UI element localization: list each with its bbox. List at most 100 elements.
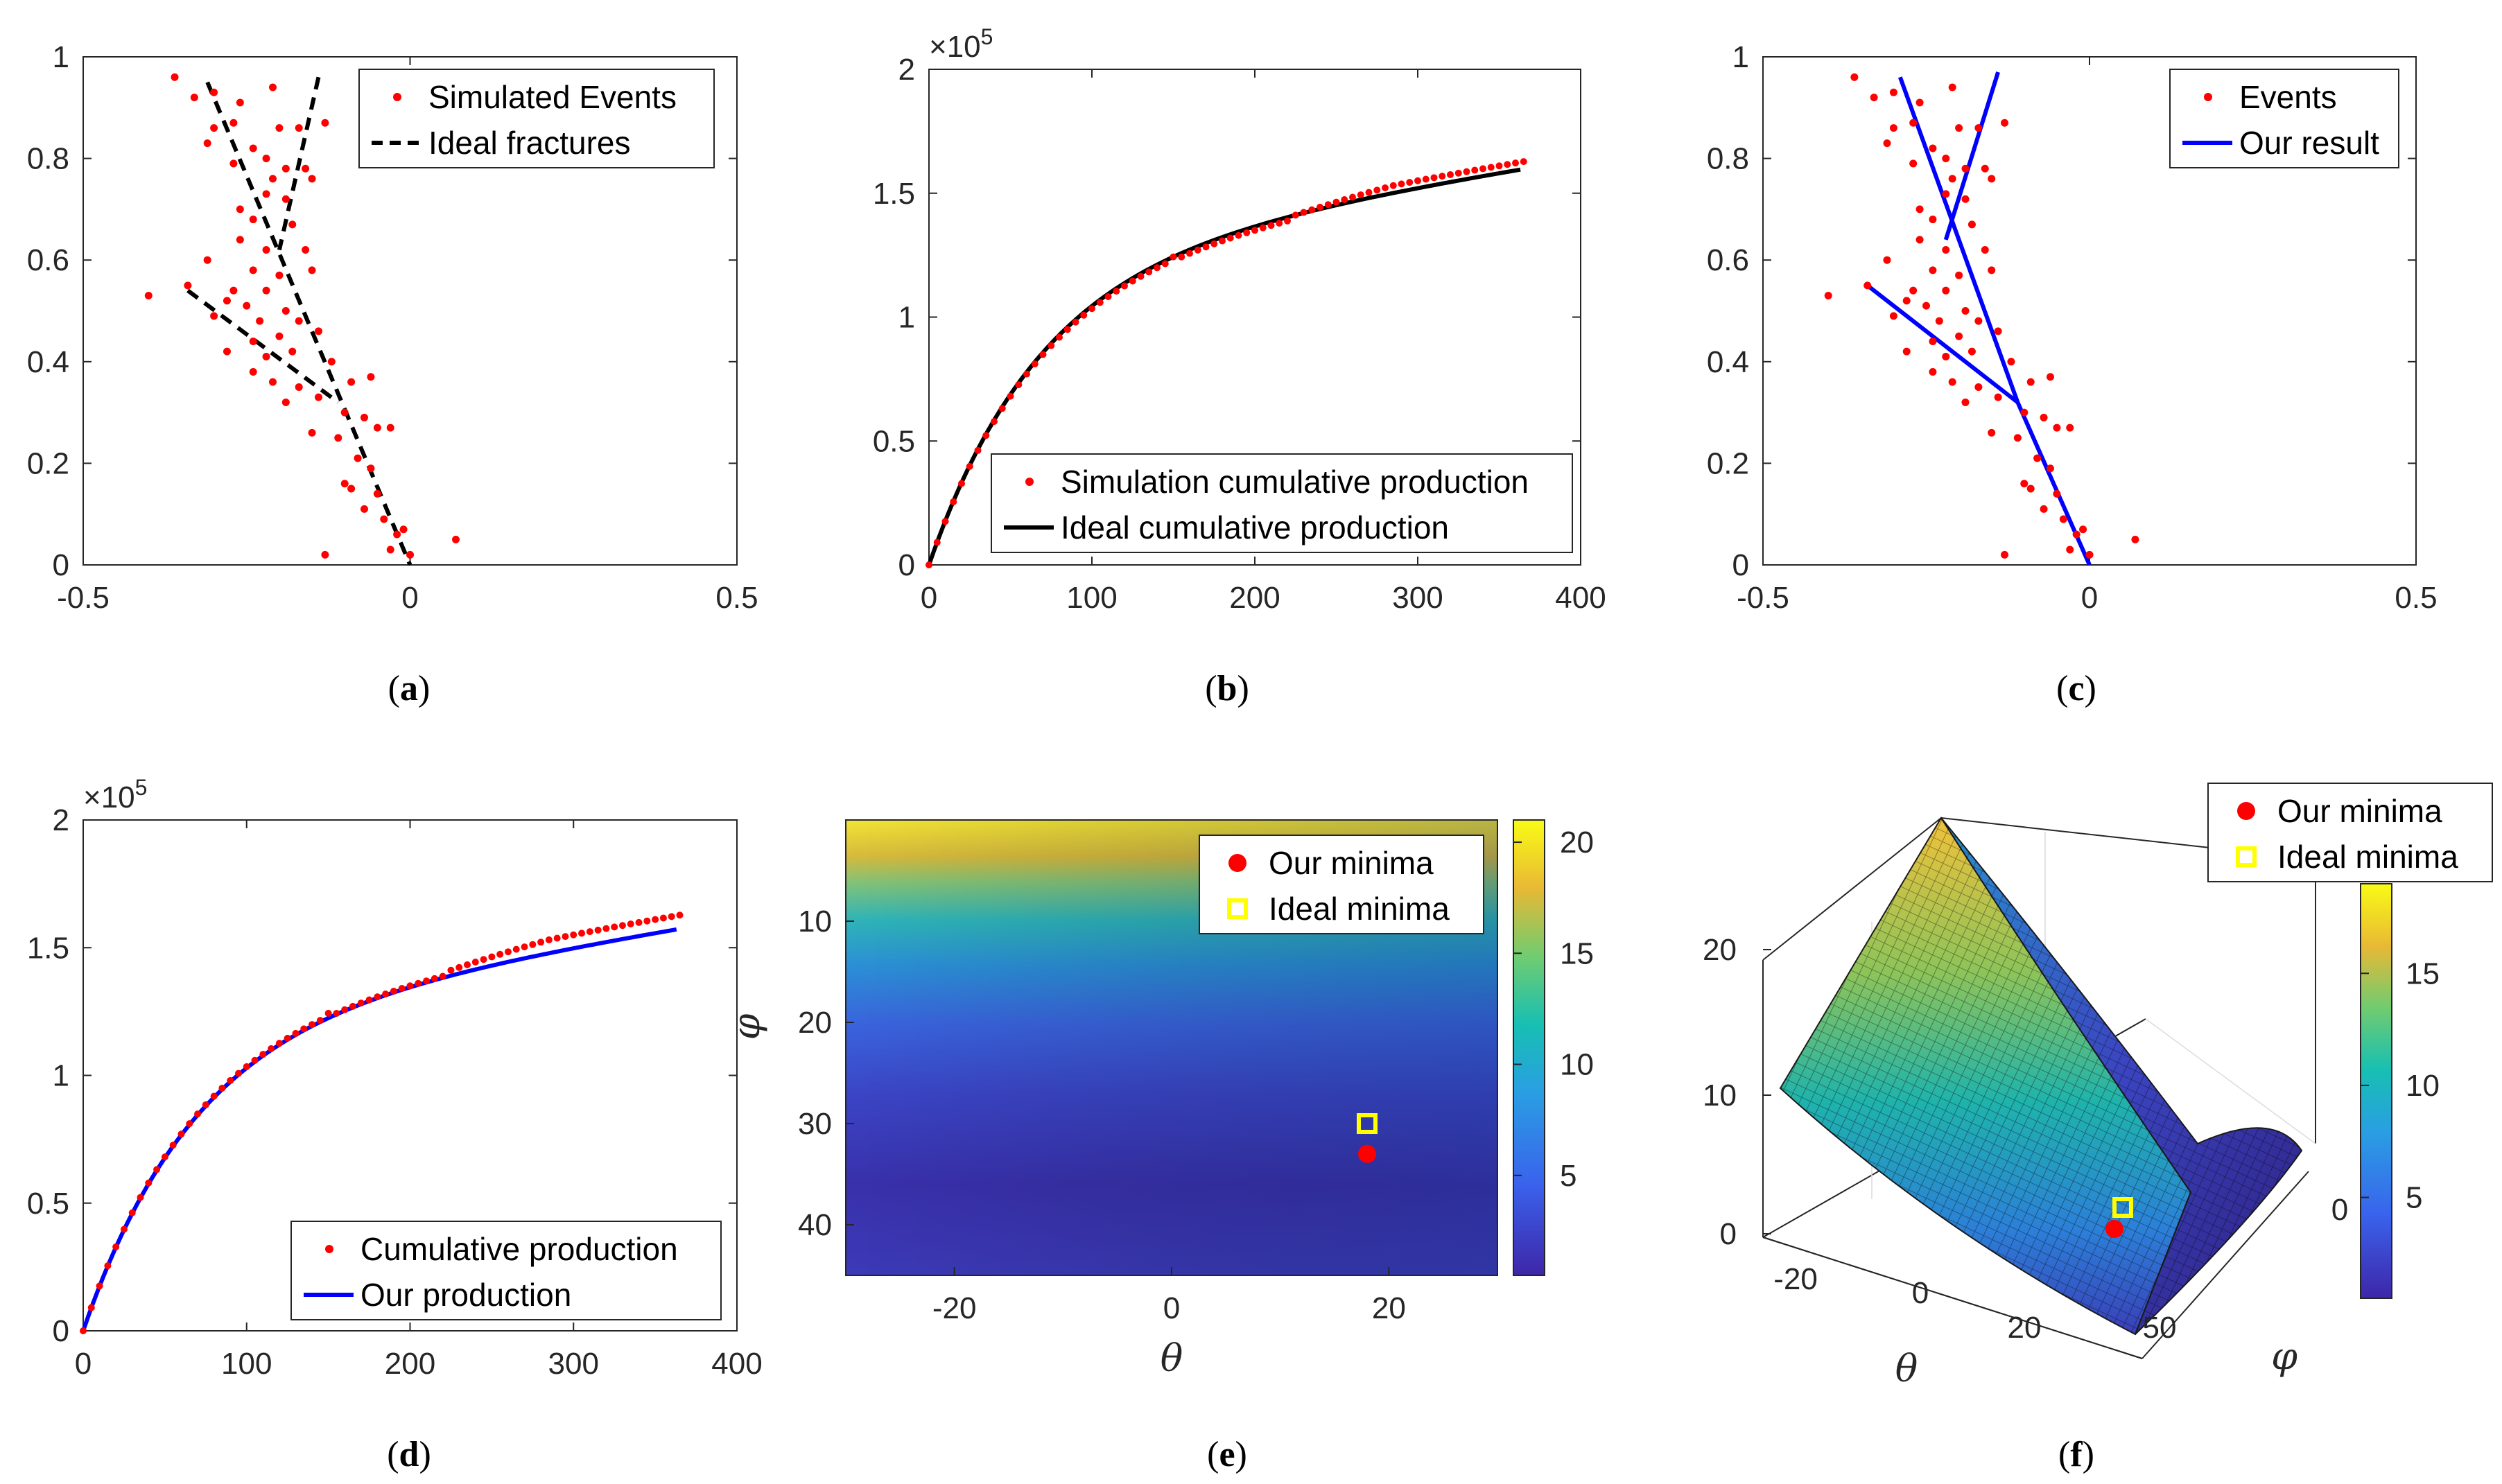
event-point xyxy=(1915,98,1924,107)
production-point xyxy=(1113,288,1120,295)
event-point xyxy=(1948,378,1956,386)
colorbar-tick-label: 10 xyxy=(1560,1048,1594,1082)
production-point xyxy=(145,1179,153,1187)
y-tick-label: 30 xyxy=(798,1107,832,1141)
event-point xyxy=(281,398,290,406)
production-point xyxy=(464,961,471,968)
legend-box xyxy=(290,1221,722,1320)
production-point xyxy=(991,418,998,426)
legend-marker-points xyxy=(393,93,401,101)
production-point xyxy=(1292,211,1299,219)
production-point xyxy=(504,948,512,956)
event-point xyxy=(1915,236,1924,244)
production-point xyxy=(1178,253,1185,261)
event-point xyxy=(203,139,211,148)
production-point xyxy=(234,1070,242,1077)
event-point xyxy=(223,347,231,356)
event-point xyxy=(308,428,316,437)
production-point xyxy=(950,498,957,505)
x-tick-label: 0 xyxy=(75,1347,92,1381)
our-result-line xyxy=(1866,283,2019,404)
production-point xyxy=(1414,177,1421,184)
production-point xyxy=(1096,299,1104,306)
y-tick-label: 50 xyxy=(2143,1311,2177,1345)
legend-box xyxy=(991,453,1573,553)
event-point xyxy=(243,302,251,310)
x-tick-label: -20 xyxy=(932,1291,977,1325)
legend-label: Our minima xyxy=(1269,845,1434,881)
production-point xyxy=(635,918,643,926)
production-point xyxy=(210,1092,218,1100)
production-point xyxy=(562,933,569,941)
event-point xyxy=(1974,383,1983,391)
event-point xyxy=(452,535,460,543)
event-point xyxy=(1967,347,1976,356)
event-point xyxy=(2001,550,2009,559)
production-point xyxy=(545,936,553,943)
event-point xyxy=(203,256,211,264)
production-point xyxy=(578,929,586,937)
y-tick-label: 0.2 xyxy=(1707,446,1749,480)
production-point xyxy=(1267,222,1275,229)
production-point xyxy=(1129,277,1136,285)
event-point xyxy=(2020,480,2028,488)
production-point xyxy=(365,996,373,1004)
legend-label: Cumulative production xyxy=(360,1231,678,1267)
production-point xyxy=(1243,229,1251,236)
event-point xyxy=(1942,155,1950,163)
production-point xyxy=(112,1243,120,1250)
event-point xyxy=(249,367,257,376)
event-point xyxy=(2046,373,2054,381)
production-point xyxy=(87,1304,95,1311)
event-point xyxy=(314,327,322,335)
legend-marker-ideal xyxy=(1227,898,1248,919)
event-point xyxy=(321,550,329,559)
event-point xyxy=(1961,398,1970,406)
y-tick-label: 0 xyxy=(898,548,915,582)
event-point xyxy=(249,144,257,152)
production-point xyxy=(333,1009,340,1017)
event-point xyxy=(281,164,290,173)
legend-marker-ideal xyxy=(2236,846,2257,867)
production-point xyxy=(966,462,973,470)
production-point xyxy=(194,1110,202,1118)
y-tick-label: 40 xyxy=(798,1208,832,1242)
event-point xyxy=(302,246,310,254)
y-tick-label: 1 xyxy=(898,301,915,335)
event-point xyxy=(1974,317,1983,325)
event-point xyxy=(393,530,401,539)
event-point xyxy=(1929,144,1937,152)
event-point xyxy=(1902,297,1911,305)
y-tick-label: 1 xyxy=(53,40,69,74)
event-point xyxy=(1967,220,1976,229)
event-point xyxy=(275,124,284,132)
production-point xyxy=(268,1045,275,1052)
event-point xyxy=(171,73,179,81)
event-point xyxy=(386,424,394,432)
event-point xyxy=(236,205,244,213)
event-point xyxy=(268,83,277,91)
event-point xyxy=(1955,271,1963,279)
event-point xyxy=(347,378,356,386)
event-point xyxy=(1988,175,1996,183)
production-point xyxy=(227,1076,234,1084)
y-exponent-label: ×105 xyxy=(929,24,993,64)
event-point xyxy=(1955,332,1963,340)
production-point xyxy=(341,1006,349,1013)
event-point xyxy=(1988,428,1996,437)
x-tick-label: 0.5 xyxy=(2395,581,2437,615)
event-point xyxy=(1935,317,1943,325)
event-point xyxy=(1909,119,1918,127)
event-point xyxy=(2033,454,2042,462)
y-tick-label: 2 xyxy=(53,803,69,837)
event-point xyxy=(1902,347,1911,356)
event-point xyxy=(360,505,368,513)
production-point xyxy=(1422,175,1430,183)
y-exponent-label: ×105 xyxy=(83,775,147,814)
event-point xyxy=(1942,352,1950,360)
production-point xyxy=(398,985,406,993)
event-point xyxy=(262,286,270,295)
production-point xyxy=(1226,234,1234,242)
event-point xyxy=(2053,424,2061,432)
colorbar-tick-label: 20 xyxy=(1560,826,1594,859)
